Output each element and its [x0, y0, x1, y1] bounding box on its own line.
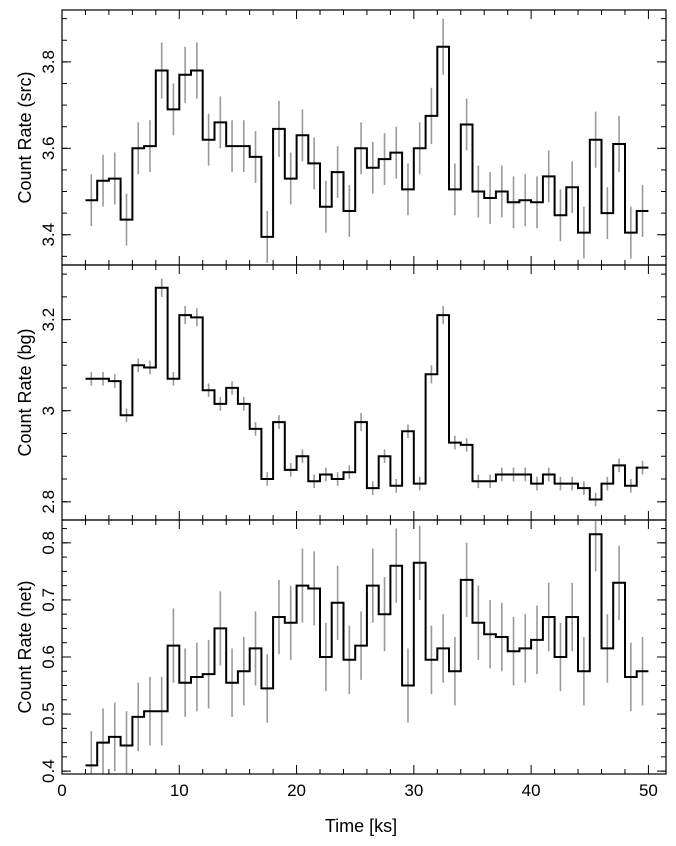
- net-y-tick-label: 0.8: [39, 531, 58, 555]
- net-y-axis-label: Count Rate (net): [15, 580, 35, 713]
- src-frame: [61, 9, 667, 266]
- panel-bg: 2.8 3 3.2 Count Rate (bg): [15, 264, 667, 521]
- src-y-tick-label: 3.6: [39, 136, 58, 160]
- net-x-tick-label: 30: [404, 781, 423, 800]
- net-frame: [61, 519, 667, 775]
- src-y-tick-label: 3.8: [39, 50, 58, 74]
- bg-y-tick-label: 3: [39, 406, 58, 415]
- net-x-tick-label: 10: [170, 781, 189, 800]
- bg-y-axis-label: Count Rate (bg): [15, 328, 35, 456]
- src-step-line: [85, 45, 649, 238]
- net-x-tick-label: 40: [522, 781, 541, 800]
- x-axis-label: Time [ks]: [325, 816, 397, 836]
- panel-src: 3.4 3.6 3.8 Count Rate (src): [15, 9, 667, 266]
- net-step-line: [85, 533, 649, 767]
- bg-y-tick-label: 2.8: [39, 490, 58, 514]
- panel-net: 0.4 0.5 0.6 0.7 0.8 0 10 20 30 40 50 Count Rate (…: [15, 519, 667, 800]
- net-x-tick-label: 50: [639, 781, 658, 800]
- bg-step-line: [85, 286, 649, 501]
- bg-x-ticks: [61, 265, 649, 520]
- net-y-tick-label: 0.7: [39, 588, 58, 612]
- src-y-axis-label: Count Rate (src): [15, 71, 35, 203]
- net-y-ticks: 0.4 0.5 0.6 0.7 0.8: [39, 528, 666, 783]
- net-y-tick-label: 0.5: [39, 702, 58, 726]
- net-x-tick-label: 0: [57, 781, 66, 800]
- src-x-ticks: [61, 10, 649, 265]
- net-y-tick-label: 0.4: [39, 759, 58, 783]
- src-y-tick-label: 3.4: [39, 223, 58, 247]
- bg-y-tick-label: 3.2: [39, 308, 58, 332]
- src-error-bars: [90, 18, 644, 263]
- net-y-tick-label: 0.6: [39, 645, 58, 669]
- src-y-ticks: 3.4 3.6 3.8: [39, 18, 666, 257]
- net-error-bars: [90, 520, 644, 774]
- bg-frame: [61, 264, 667, 521]
- net-x-tick-label: 20: [287, 781, 306, 800]
- bg-y-ticks: 2.8 3 3.2: [39, 273, 666, 514]
- net-x-ticks: 0 10 20 30 40 50: [57, 520, 658, 800]
